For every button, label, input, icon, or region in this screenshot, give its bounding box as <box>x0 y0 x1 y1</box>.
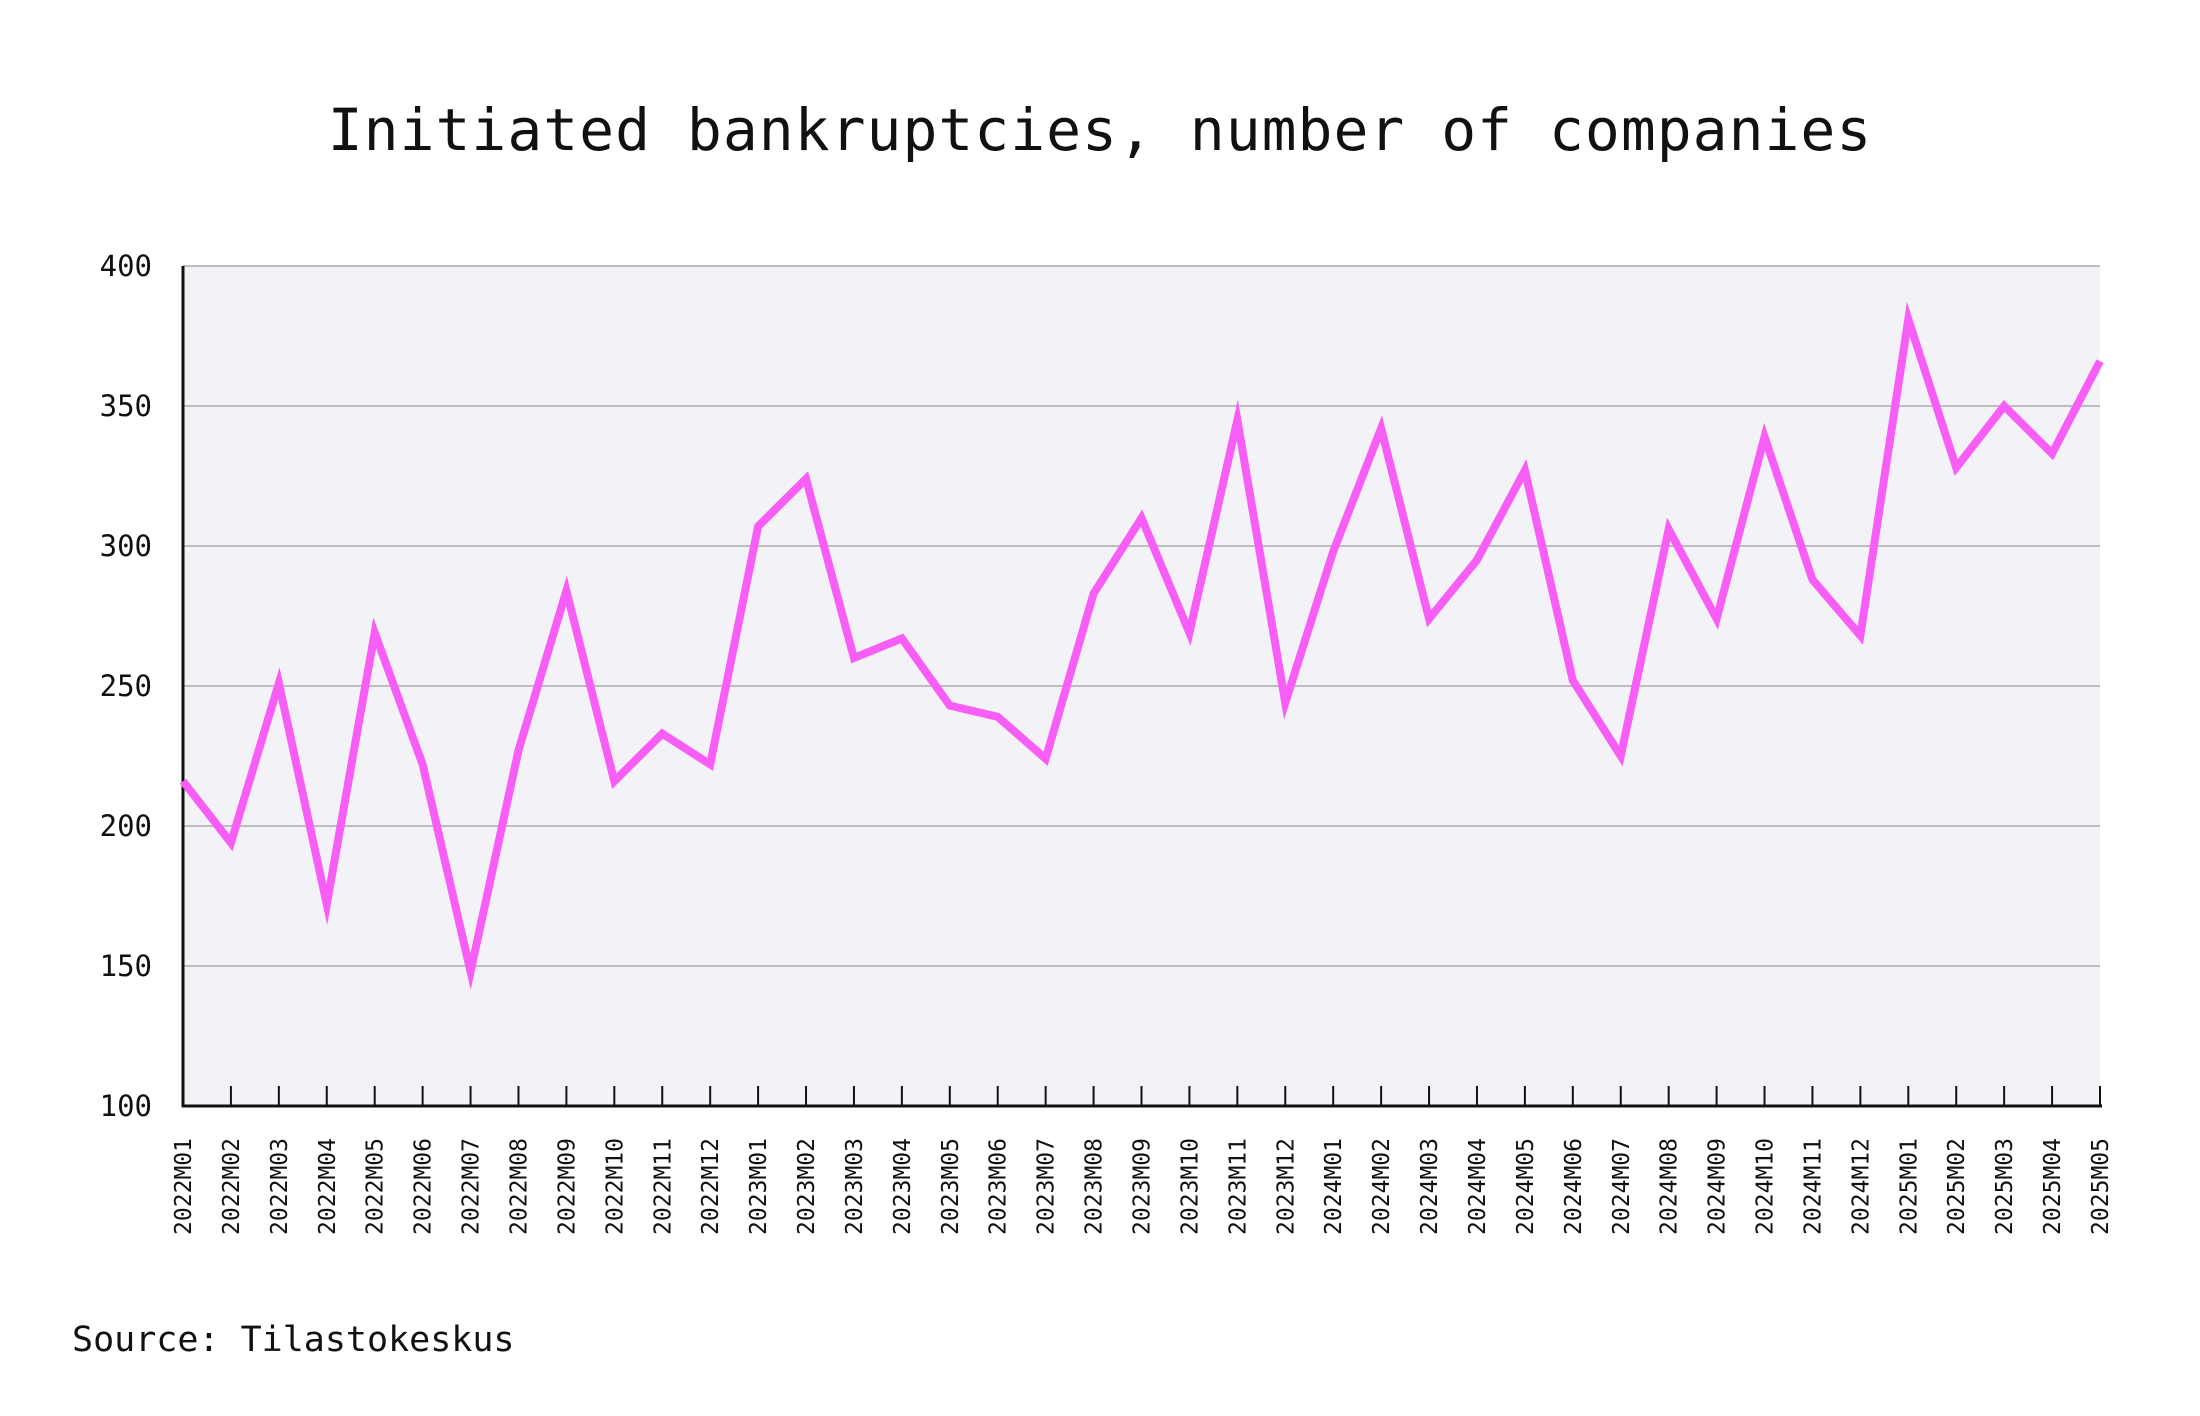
x-tick-label-2024M09: 2024M09 <box>1705 1138 1731 1235</box>
x-tick-label-2022M05: 2022M05 <box>363 1138 389 1235</box>
x-tick-label-2022M09: 2022M09 <box>554 1138 580 1235</box>
x-tick-label-2023M02: 2023M02 <box>794 1138 820 1235</box>
source-note: Source: Tilastokeskus <box>72 1320 515 1360</box>
x-tick-label-2023M06: 2023M06 <box>986 1138 1012 1235</box>
series-line-0 <box>179 301 2104 990</box>
y-tick-label-400: 400 <box>100 249 152 283</box>
y-tick-label-100: 100 <box>100 1089 152 1123</box>
x-tick-label-2022M12: 2022M12 <box>698 1138 724 1235</box>
x-tick-label-2022M11: 2022M11 <box>650 1138 676 1235</box>
x-axis-ticks <box>182 1086 2101 1106</box>
y-tick-label-300: 300 <box>100 529 152 563</box>
x-tick-label-2025M05: 2025M05 <box>2088 1138 2114 1235</box>
x-tick-label-2024M01: 2024M01 <box>1321 1138 1347 1235</box>
x-tick-label-2024M06: 2024M06 <box>1561 1138 1587 1235</box>
x-tick-label-2024M08: 2024M08 <box>1657 1138 1683 1235</box>
grid-lines <box>183 265 2100 967</box>
x-tick-label-2023M01: 2023M01 <box>746 1138 772 1235</box>
x-tick-label-2023M10: 2023M10 <box>1177 1138 1203 1235</box>
x-tick-label-2023M07: 2023M07 <box>1034 1138 1060 1235</box>
x-tick-label-2022M10: 2022M10 <box>602 1138 628 1235</box>
x-tick-label-2024M10: 2024M10 <box>1753 1138 1779 1235</box>
x-tick-label-2024M03: 2024M03 <box>1417 1138 1443 1235</box>
x-tick-label-2024M12: 2024M12 <box>1848 1138 1874 1235</box>
x-tick-label-2025M02: 2025M02 <box>1944 1138 1970 1235</box>
x-tick-label-2023M12: 2023M12 <box>1273 1138 1299 1235</box>
y-tick-label-200: 200 <box>100 809 152 843</box>
x-tick-label-2025M04: 2025M04 <box>2040 1138 2066 1235</box>
x-tick-label-2023M03: 2023M03 <box>842 1138 868 1235</box>
x-tick-label-2025M01: 2025M01 <box>1896 1138 1922 1235</box>
y-tick-label-250: 250 <box>100 669 152 703</box>
x-tick-label-2024M02: 2024M02 <box>1369 1138 1395 1235</box>
x-tick-label-2022M03: 2022M03 <box>267 1138 293 1235</box>
x-tick-label-2022M01: 2022M01 <box>171 1138 197 1235</box>
series-group <box>179 301 2104 990</box>
x-tick-label-2022M07: 2022M07 <box>459 1138 485 1235</box>
x-tick-label-2024M04: 2024M04 <box>1465 1138 1491 1235</box>
y-tick-label-150: 150 <box>100 949 152 983</box>
x-tick-label-2025M03: 2025M03 <box>1992 1138 2018 1235</box>
x-tick-label-2024M07: 2024M07 <box>1609 1138 1635 1235</box>
x-tick-label-2024M11: 2024M11 <box>1800 1138 1826 1235</box>
x-tick-label-2022M02: 2022M02 <box>219 1138 245 1235</box>
x-tick-label-2023M04: 2023M04 <box>890 1138 916 1235</box>
chart-title: Initiated bankruptcies, number of compan… <box>327 96 1873 164</box>
y-tick-label-350: 350 <box>100 389 152 423</box>
x-tick-label-2023M08: 2023M08 <box>1082 1138 1108 1235</box>
x-tick-label-2022M06: 2022M06 <box>411 1138 437 1235</box>
x-tick-label-2023M05: 2023M05 <box>938 1138 964 1235</box>
y-axis-tick-labels: 100 150 200 250 300 350 400 <box>100 249 152 1123</box>
x-tick-label-2023M11: 2023M11 <box>1225 1138 1251 1235</box>
x-axis-tick-labels: 2022M01 2022M02 2022M03 2022M04 2022M05 2022M… <box>171 1138 2114 1235</box>
x-tick-label-2024M05: 2024M05 <box>1513 1138 1539 1235</box>
x-tick-label-2023M09: 2023M09 <box>1130 1138 1156 1235</box>
x-tick-label-2022M08: 2022M08 <box>506 1138 532 1235</box>
x-tick-label-2022M04: 2022M04 <box>315 1138 341 1235</box>
